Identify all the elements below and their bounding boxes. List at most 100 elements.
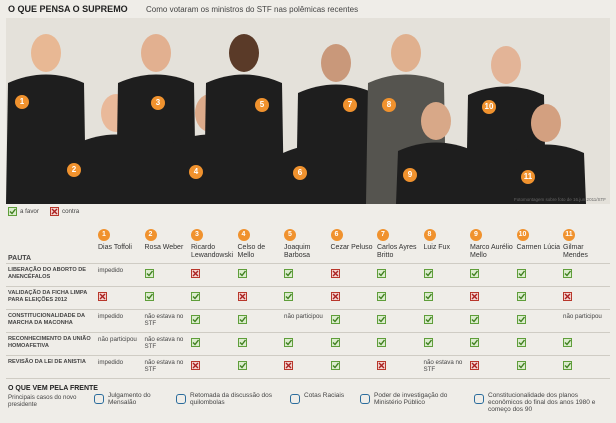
vote-icon [516,315,526,324]
person-number: 11 [521,170,535,184]
vote-icon [423,292,433,301]
column-number: 3 [191,229,203,241]
pauta-header: PAUTA [8,255,32,262]
person-number: 3 [151,96,165,110]
column-name: Joaquim Barbosa [284,244,311,259]
column-number: 2 [144,229,157,241]
column-name: Cezar Peluso [330,244,373,251]
vote-icon [237,338,247,347]
footer-subtitle: Principais casos do novo presidente [8,394,77,408]
vote-icon [330,338,340,347]
column-number: 11 [563,229,575,241]
cell-text: impedido [98,267,124,274]
footer-item: Poder de investigação do Ministério Públ… [374,392,448,406]
footer-title: O QUE VEM PELA FRENTE [8,385,98,392]
vote-icon [144,292,154,301]
column-number: 7 [377,229,389,241]
vote-icon [191,361,200,370]
subtitle: Como votaram os ministros do STF nas pol… [146,5,359,14]
vote-icon [470,269,479,278]
vote-icon [330,361,340,370]
cell-text: não participou [98,336,137,343]
vote-icon [377,338,386,347]
cell-text: não participou [284,313,323,320]
person-number: 1 [15,95,29,109]
column-number: 9 [470,229,482,241]
cell-text: não estava no STF [423,359,463,373]
column-number: 6 [330,229,343,241]
footer-item: Cotas Raciais [304,392,345,399]
vote-icon [98,292,107,301]
vote-icon [191,315,200,324]
vote-icon [284,338,293,347]
row-label: VALIDAÇÃO DA FICHA LIMPA PARA ELEIÇÕES 2… [8,290,88,303]
vote-icon [470,338,479,347]
cell-text: impedido [98,359,124,366]
vote-icon [237,315,247,324]
vote-icon [237,361,247,370]
person-number: 4 [189,165,203,179]
column-number: 5 [284,229,296,241]
footer-icon [176,394,186,404]
cell-text: não participou [563,313,602,320]
footer-icon [360,394,370,404]
vote-icon [377,269,386,278]
vote-icon [284,269,293,278]
footer-item: Retomada da discussão dos quilombolas [190,392,273,406]
row-label: REVISÃO DA LEI DE ANISTIA [8,359,86,365]
person-number: 9 [403,168,417,182]
row-label: LIBERAÇÃO DO ABORTO DE ANENCÉFALOS [8,267,87,280]
row-line [6,286,610,287]
vote-icon [330,315,340,324]
vote-icon [330,269,340,278]
legend-label: a favor [20,208,39,215]
row-line [6,332,610,333]
row-line [6,309,610,310]
row-line [6,355,610,356]
vote-icon [377,361,386,370]
legend-icon [8,207,17,216]
column-name: Dias Toffoli [98,244,132,251]
footer-icon [474,394,484,404]
footer-icon [94,394,104,404]
column-name: Gilmar Mendes [563,244,588,259]
cell-text: não estava no STF [144,313,184,327]
footer-icon [290,394,300,404]
row-line [6,378,610,379]
row-label: RECONHECIMENTO DA UNIÃO HOMOAFETIVA [8,336,91,349]
column-number: 10 [516,229,529,241]
vote-icon [423,315,433,324]
column-name: Celso de Mello [237,244,266,259]
vote-icon [423,338,433,347]
footer-item: Julgamento do Mensalão [108,392,151,406]
vote-icon [284,292,293,301]
person-number: 7 [343,98,357,112]
row-line [6,263,610,264]
cell-text: não estava no STF [144,359,184,373]
column-name: Luiz Fux [423,244,450,251]
photo: Fotomontagem sobre foto de 16.jun.2011/S… [6,18,610,204]
vote-icon [144,269,154,278]
vote-icon [237,269,247,278]
vote-icon [191,338,200,347]
vote-icon [470,361,479,370]
column-number: 8 [423,229,436,241]
vote-icon [470,292,479,301]
person-number: 10 [482,100,496,114]
person-number: 8 [382,98,396,112]
title: O QUE PENSA O SUPREMO [8,4,128,14]
column-name: Rosa Weber [144,244,184,251]
vote-icon [563,292,572,301]
footer-item: Constitucionalidade dos planos econômico… [488,392,596,413]
person-number: 5 [255,98,269,112]
vote-icon [423,269,433,278]
vote-icon [191,292,200,301]
legend-icon [50,207,59,216]
vote-icon [563,269,572,278]
vote-icon [377,315,386,324]
column-number: 4 [237,229,250,241]
vote-icon [516,292,526,301]
vote-icon [516,338,526,347]
column-number: 1 [98,229,110,241]
